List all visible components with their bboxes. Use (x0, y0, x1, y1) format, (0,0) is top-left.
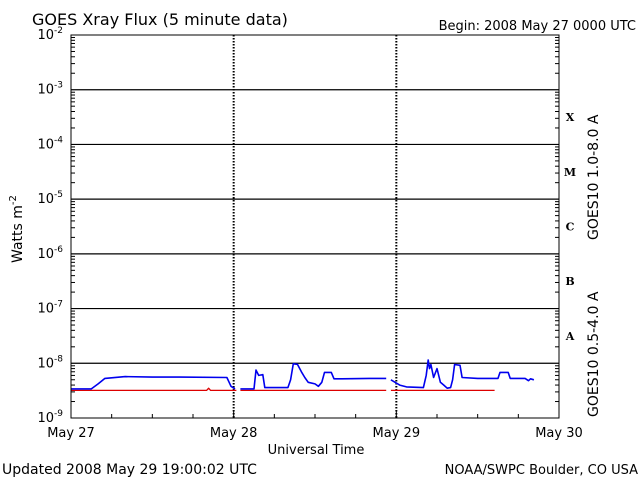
flare-class-label: X (566, 111, 575, 124)
credit-label: NOAA/SWPC Boulder, CO USA (445, 463, 638, 478)
x-tick-label: May 28 (210, 426, 258, 441)
flare-class-label: C (566, 221, 575, 234)
flare-class-label: B (565, 275, 574, 288)
series-layer (71, 359, 535, 392)
x-tick-label: May 27 (47, 426, 95, 441)
series-line-short (240, 362, 387, 390)
begin-label: Begin: 2008 May 27 0000 UTC (439, 19, 636, 34)
plot-frame (70, 34, 560, 419)
chart-grid (71, 35, 559, 418)
x-axis-label: Universal Time (268, 443, 365, 458)
y-tick-label: 10-9 (37, 409, 63, 426)
legend-goes10-short: GOES10 0.5-4.0 A (586, 291, 602, 417)
x-tick-label: May 30 (535, 426, 583, 441)
chart-title: GOES Xray Flux (5 minute data) (32, 10, 288, 29)
y-tick-label: 10-6 (37, 245, 63, 262)
y-axis-label: Watts m-2 (8, 195, 26, 263)
series-line-short (71, 375, 236, 390)
y-tick-label: 10-8 (37, 354, 63, 371)
flare-class-label: A (565, 330, 575, 343)
flare-class-label: M (564, 166, 576, 179)
svg-text:Watts m-2: Watts m-2 (8, 195, 26, 263)
y-tick-label: 10-5 (37, 190, 63, 207)
y-tick-label: 10-4 (37, 135, 63, 152)
series-line-long (71, 387, 237, 392)
series-line-short (390, 359, 535, 390)
updated-timestamp: Updated 2008 May 29 19:00:02 UTC (2, 462, 257, 478)
y-tick-label: 10-2 (37, 26, 63, 43)
legend-goes10-long: GOES10 1.0-8.0 A (586, 114, 602, 240)
y-tick-label: 10-3 (37, 81, 63, 98)
y-tick-label: 10-7 (37, 300, 63, 317)
x-tick-label: May 29 (373, 426, 421, 441)
